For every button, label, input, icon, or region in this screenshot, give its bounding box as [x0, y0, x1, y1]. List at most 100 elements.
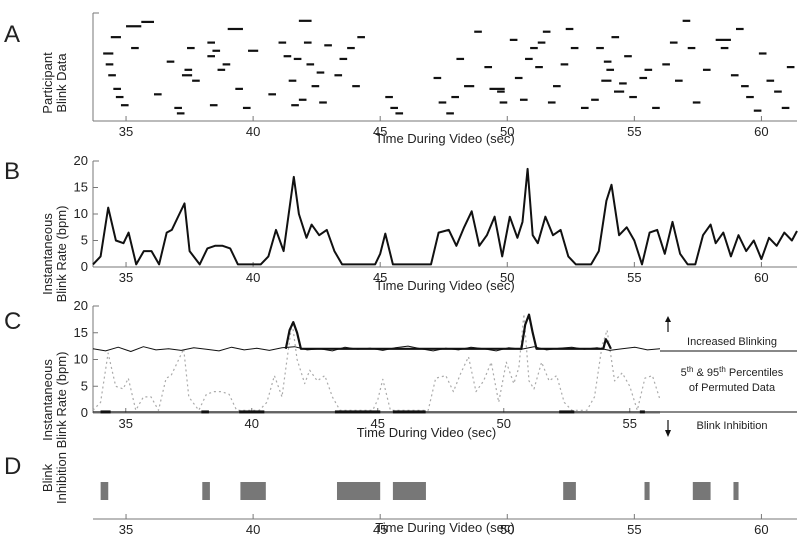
blink-mark [217, 68, 226, 71]
x-tick-label: 40 [246, 270, 260, 285]
blink-mark [499, 101, 508, 104]
legend-percentiles-part: Percentiles [726, 367, 784, 379]
blink-mark [662, 63, 670, 66]
y-axis-title: Instantaneous [40, 213, 55, 295]
blink-mark [484, 66, 493, 69]
blink-mark [174, 106, 182, 110]
legend-percentiles-part: th [687, 365, 694, 374]
blink-mark [446, 112, 454, 115]
legend-percentiles-part: & 95 [693, 367, 719, 379]
blink-mark [209, 104, 218, 107]
blink-mark [525, 57, 533, 61]
inhibition-bar [336, 482, 381, 500]
blink-mark [682, 19, 691, 22]
blink-mark [339, 57, 348, 61]
blink-mark [235, 87, 243, 90]
blink-mark [187, 46, 195, 50]
x-tick-label: 45 [373, 124, 387, 139]
blink-mark [113, 87, 121, 90]
blink-mark [166, 60, 175, 63]
y-axis-title: Instantaneous [40, 359, 55, 441]
blink-mark [131, 46, 139, 50]
blink-mark [774, 90, 782, 93]
y-tick-label: 0 [81, 405, 88, 420]
legend-percentiles-part: th [719, 365, 726, 374]
x-axis-title: Time During Video (sec) [375, 520, 514, 535]
blink-mark [542, 30, 551, 33]
inhibition-segment [639, 410, 645, 414]
blink-mark [603, 60, 612, 63]
blink-mark [624, 55, 632, 58]
x-tick-label: 55 [627, 522, 641, 535]
blink-mark [758, 52, 767, 55]
blink-mark [675, 79, 683, 82]
x-tick-label: 55 [623, 416, 637, 431]
x-tick-label: 45 [373, 522, 387, 535]
blink-mark [212, 49, 221, 52]
panel-letter: D [4, 453, 21, 480]
blink-mark [390, 106, 398, 110]
x-tick-label: 60 [754, 522, 768, 535]
blink-mark [644, 68, 653, 71]
blink-mark [596, 46, 604, 50]
blink-mark [108, 74, 116, 77]
blink-mark [614, 90, 625, 93]
blink-mark [306, 63, 315, 66]
blink-mark [222, 63, 231, 66]
y-axis-title: Blink [40, 463, 55, 492]
blink-mark [303, 41, 312, 44]
blink-mark [451, 95, 459, 99]
x-tick-label: 50 [500, 522, 514, 535]
panel-letter: B [4, 158, 20, 185]
x-tick-label: 45 [371, 416, 385, 431]
blink-mark [395, 112, 404, 115]
blink-mark [291, 104, 299, 107]
blink-mark [736, 27, 744, 31]
y-tick-label: 5 [81, 233, 88, 248]
blink-mark [192, 79, 200, 82]
up-arrowhead [665, 316, 671, 322]
blink-mark [509, 38, 518, 41]
blink-mark [786, 66, 795, 69]
blink-mark [730, 74, 739, 77]
blink-mark [283, 55, 292, 58]
y-tick-label: 20 [74, 153, 88, 168]
blink-mark [347, 46, 355, 50]
y-tick-label: 0 [81, 259, 88, 274]
blink-mark [181, 74, 193, 77]
legend-permuted: of Permuted Data [689, 382, 776, 394]
inhibition-bar [644, 482, 650, 500]
blink-mark [110, 36, 121, 39]
blink-mark [514, 76, 523, 80]
blink-mark [720, 46, 729, 50]
x-tick-label: 40 [246, 124, 260, 139]
blink-mark [357, 36, 365, 39]
legend-inhibition: Blink Inhibition [697, 420, 768, 432]
blink-mark [207, 41, 215, 44]
blink-mark [629, 95, 637, 99]
x-tick-label: 35 [119, 416, 133, 431]
blink-mark [464, 85, 475, 88]
down-arrowhead [665, 430, 671, 437]
inhibition-bar [733, 482, 739, 500]
blink-mark [105, 63, 114, 66]
legend-percentiles: 5th & 95th Percentiles [681, 365, 784, 380]
x-tick-label: 50 [497, 416, 511, 431]
blink-mark [639, 76, 648, 80]
blink-mark [324, 44, 332, 47]
blink-mark [115, 95, 124, 99]
y-tick-label: 15 [74, 180, 88, 195]
x-tick-label: 50 [500, 270, 514, 285]
y-axis-title: Blink Rate (bpm) [54, 352, 69, 449]
blink-mark [591, 98, 599, 101]
x-tick-label: 40 [246, 522, 260, 535]
blink-mark [433, 76, 442, 80]
blink-mark [565, 27, 574, 31]
y-tick-label: 5 [81, 378, 88, 393]
panel-letter: A [4, 21, 20, 48]
panel-letter: C [4, 308, 21, 335]
inhibition-bar [692, 482, 711, 500]
inhibition-segment [559, 410, 575, 414]
y-axis-title: Inhibition [54, 452, 69, 504]
